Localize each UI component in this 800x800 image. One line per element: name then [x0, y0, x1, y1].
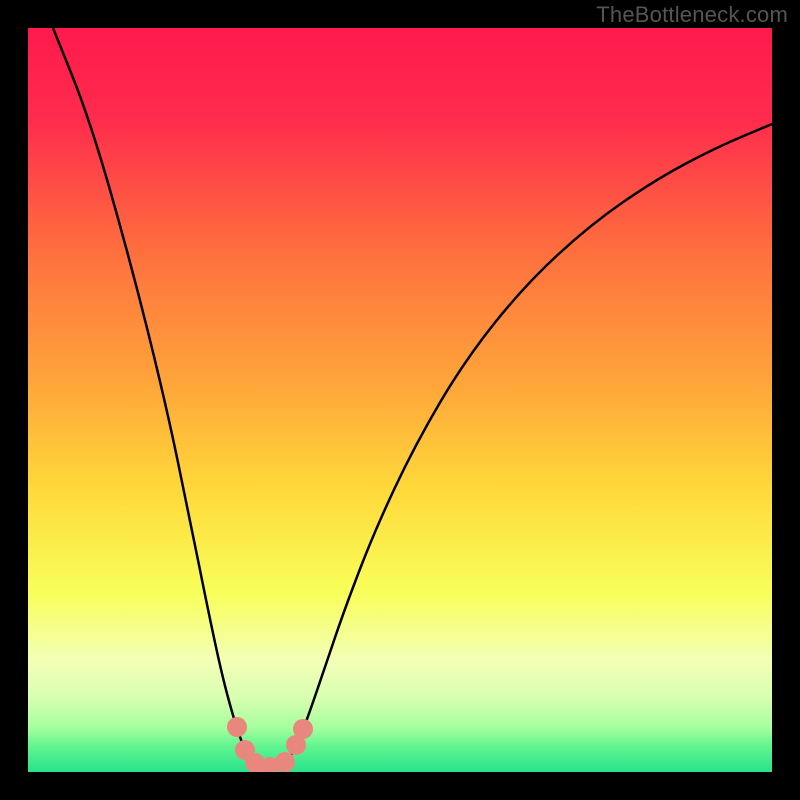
marker-dot: [227, 717, 247, 737]
bottleneck-chart: [0, 0, 800, 800]
marker-dot: [275, 752, 295, 772]
chart-container: { "watermark": { "text": "TheBottleneck.…: [0, 0, 800, 800]
plot-background: [28, 28, 772, 772]
watermark-text: TheBottleneck.com: [596, 2, 788, 28]
marker-dot: [293, 719, 313, 739]
